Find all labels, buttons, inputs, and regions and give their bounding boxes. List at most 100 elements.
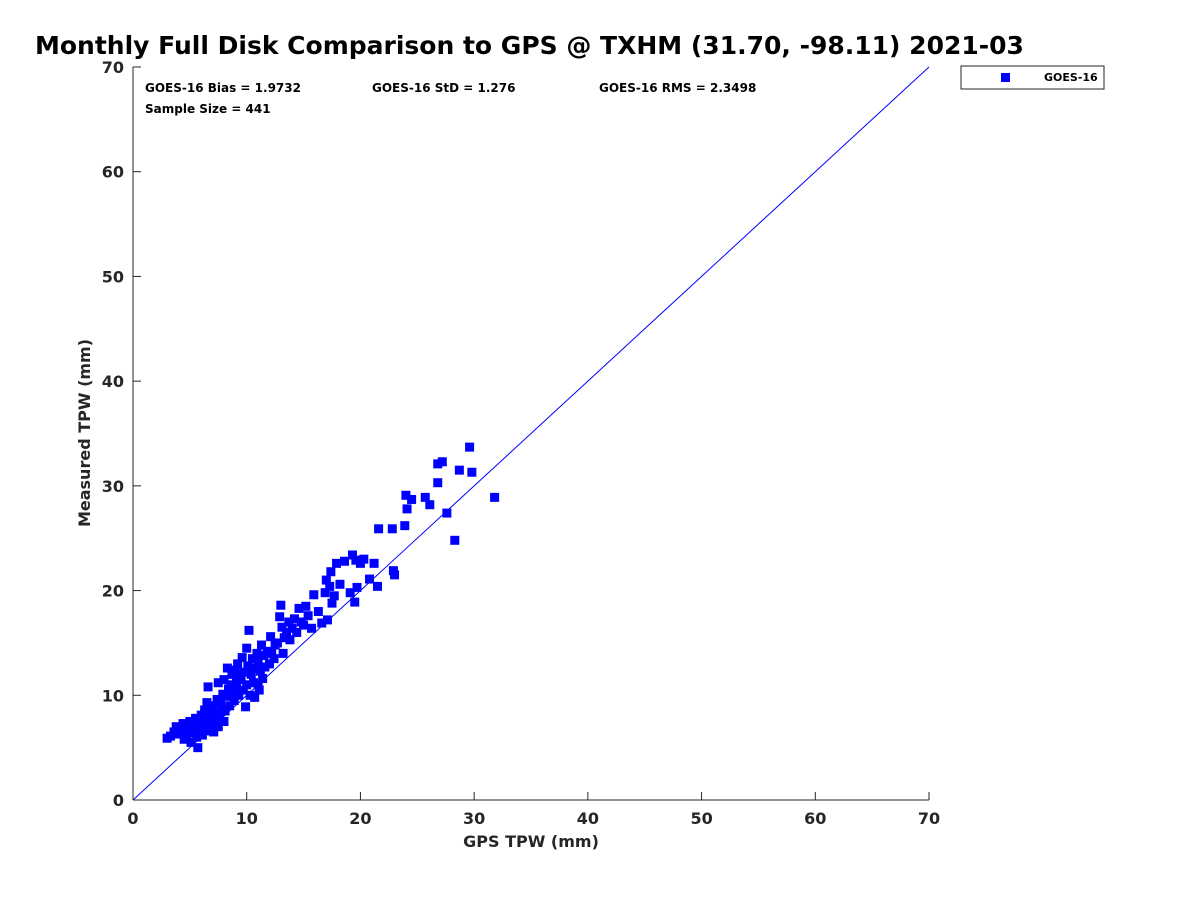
legend-label-goes16: GOES-16 bbox=[1044, 71, 1098, 84]
data-point bbox=[350, 597, 360, 607]
data-point bbox=[317, 618, 327, 628]
y-tick-label: 20 bbox=[102, 582, 124, 601]
data-point bbox=[186, 737, 196, 747]
x-tick-label: 50 bbox=[690, 809, 712, 828]
y-tick-label: 60 bbox=[102, 163, 124, 182]
data-point bbox=[203, 682, 213, 692]
data-point bbox=[402, 504, 412, 514]
data-point bbox=[425, 500, 435, 510]
data-point bbox=[251, 663, 261, 673]
data-point bbox=[225, 701, 235, 711]
data-point bbox=[329, 591, 339, 601]
data-point bbox=[299, 620, 309, 630]
data-point bbox=[235, 669, 245, 679]
data-point bbox=[407, 494, 417, 504]
y-tick-label: 30 bbox=[102, 477, 124, 496]
data-point bbox=[294, 603, 304, 613]
data-point bbox=[203, 726, 213, 736]
data-point bbox=[236, 675, 246, 685]
data-point bbox=[214, 711, 224, 721]
y-ticks: 0 10 20 30 40 50 60 70 bbox=[102, 58, 141, 810]
data-point bbox=[287, 623, 297, 633]
data-point bbox=[258, 674, 268, 684]
data-point bbox=[242, 643, 252, 653]
data-point bbox=[256, 640, 266, 650]
data-point bbox=[208, 701, 218, 711]
data-point bbox=[213, 722, 223, 732]
data-point bbox=[454, 465, 464, 475]
data-point bbox=[282, 627, 292, 637]
data-point bbox=[222, 663, 232, 673]
x-tick-label: 10 bbox=[236, 809, 258, 828]
data-point bbox=[244, 625, 254, 635]
data-point bbox=[205, 707, 215, 717]
data-point bbox=[269, 654, 279, 664]
data-point bbox=[243, 661, 253, 671]
data-point bbox=[199, 722, 209, 732]
data-point bbox=[260, 662, 270, 672]
data-point bbox=[279, 633, 289, 643]
data-point bbox=[465, 442, 475, 452]
data-point bbox=[267, 648, 277, 658]
data-point bbox=[401, 490, 411, 500]
data-point bbox=[226, 680, 236, 690]
data-point bbox=[230, 682, 240, 692]
y-tick-label: 10 bbox=[102, 686, 124, 705]
data-point bbox=[221, 691, 231, 701]
data-point bbox=[213, 678, 223, 688]
data-point bbox=[193, 743, 203, 753]
data-point bbox=[253, 680, 263, 690]
data-point bbox=[285, 635, 295, 645]
data-point bbox=[230, 665, 240, 675]
data-point bbox=[176, 724, 186, 734]
data-point bbox=[345, 588, 355, 598]
chart-title: Monthly Full Disk Comparison to GPS @ TX… bbox=[35, 31, 1024, 60]
x-tick-label: 0 bbox=[127, 809, 138, 828]
data-point bbox=[450, 535, 460, 545]
y-tick-label: 70 bbox=[102, 58, 124, 77]
data-point bbox=[420, 492, 430, 502]
data-point bbox=[250, 692, 260, 702]
data-point bbox=[352, 582, 362, 592]
data-point bbox=[206, 721, 216, 731]
data-point bbox=[254, 685, 264, 695]
data-point bbox=[210, 715, 220, 725]
data-point bbox=[433, 459, 443, 469]
x-tick-label: 30 bbox=[463, 809, 485, 828]
data-point bbox=[234, 690, 244, 700]
data-point bbox=[387, 524, 397, 534]
data-point bbox=[292, 627, 302, 637]
data-point bbox=[332, 558, 342, 568]
stat-std: GOES-16 StD = 1.276 bbox=[372, 81, 515, 95]
data-point bbox=[372, 581, 382, 591]
data-point bbox=[246, 669, 256, 679]
plot-area: 0 10 20 30 40 50 60 70 0 10 20 30 40 50 60 70 bbox=[102, 58, 940, 828]
data-point bbox=[309, 590, 319, 600]
data-point bbox=[181, 731, 191, 741]
y-axis-label: Measured TPW (mm) bbox=[75, 339, 94, 527]
data-point bbox=[442, 508, 452, 518]
data-point bbox=[253, 657, 263, 667]
legend: GOES-16 bbox=[960, 65, 1105, 90]
stat-rms: GOES-16 RMS = 2.3498 bbox=[599, 81, 756, 95]
data-point bbox=[189, 722, 199, 732]
data-point bbox=[191, 713, 201, 723]
data-point bbox=[275, 612, 285, 622]
data-point bbox=[390, 570, 400, 580]
data-point bbox=[433, 478, 443, 488]
data-point bbox=[242, 680, 252, 690]
data-point bbox=[369, 558, 379, 568]
data-point bbox=[255, 666, 265, 676]
data-point bbox=[303, 611, 313, 621]
data-point bbox=[239, 667, 249, 677]
x-axis-label: GPS TPW (mm) bbox=[463, 832, 599, 851]
data-point bbox=[178, 719, 188, 729]
data-point bbox=[219, 716, 229, 726]
data-point bbox=[289, 614, 299, 624]
data-point bbox=[264, 659, 274, 669]
data-point bbox=[192, 732, 202, 742]
data-point bbox=[277, 622, 287, 632]
data-point bbox=[245, 690, 255, 700]
data-point bbox=[197, 730, 207, 740]
data-point bbox=[301, 601, 311, 611]
